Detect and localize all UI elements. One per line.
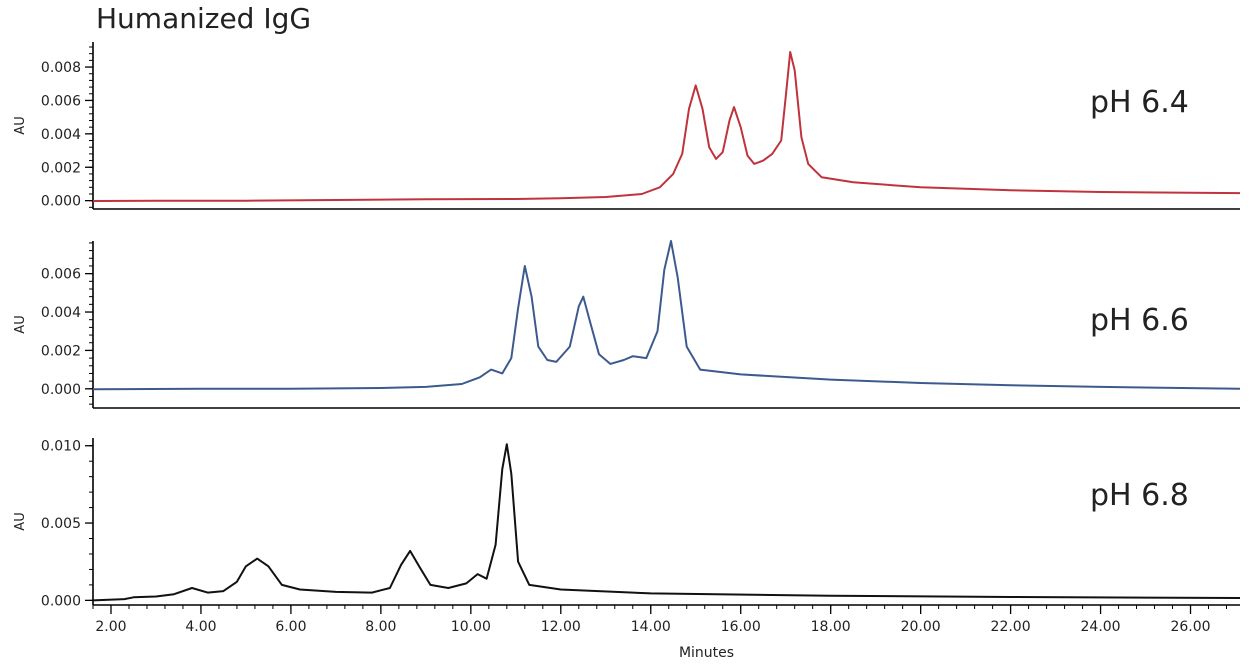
x-tick-label: 20.00	[901, 619, 941, 635]
x-tick-label: 16.00	[721, 619, 761, 635]
chart-title: Humanized IgG	[96, 2, 312, 35]
panel-1: 0.000 0.002 0.004 0.006 0.008 AU pH 6.4	[13, 42, 1241, 210]
y-tick-label: 0.002	[41, 343, 81, 359]
panel-label: pH 6.8	[1090, 478, 1189, 513]
y-tick-label: 0.000	[41, 194, 81, 210]
x-tick-label: 2.00	[95, 619, 126, 635]
x-tick-label: 10.00	[451, 619, 491, 635]
panel-label: pH 6.6	[1090, 303, 1189, 338]
series-line-2	[92, 240, 1241, 391]
y-tick-label: 0.000	[41, 593, 81, 609]
panel-2: 0.000 0.002 0.004 0.006 AU pH 6.6	[13, 240, 1241, 409]
y-tick-label: 0.004	[41, 127, 81, 143]
y-tick-label: 0.002	[41, 160, 81, 176]
y-axis-label: AU	[13, 116, 28, 134]
x-axis: 2.00 4.00 6.00 8.00 10.00 12.00 14.00 16.00 18.0…	[92, 605, 1228, 661]
y-axis-label: AU	[13, 315, 28, 333]
y-tick-label: 0.006	[41, 267, 81, 283]
x-tick-label: 8.00	[365, 619, 396, 635]
x-tick-label: 24.00	[1081, 619, 1121, 635]
x-tick-label: 18.00	[811, 619, 851, 635]
y-tick-label: 0.010	[41, 439, 81, 455]
x-tick-label: 4.00	[185, 619, 216, 635]
panel-label: pH 6.4	[1090, 85, 1189, 120]
x-axis-label: Minutes	[679, 645, 734, 661]
y-tick-label: 0.005	[41, 516, 81, 532]
y-axis-label: AU	[13, 512, 28, 530]
series-line-1	[92, 51, 1241, 202]
x-tick-label: 6.00	[275, 619, 306, 635]
x-tick-label: 12.00	[541, 619, 581, 635]
panel-3: 0.000 0.005 0.010 AU pH 6.8	[13, 438, 1241, 609]
x-tick-label: 22.00	[991, 619, 1031, 635]
y-tick-label: 0.000	[41, 382, 81, 398]
x-tick-label: 14.00	[631, 619, 671, 635]
y-tick-label: 0.008	[41, 60, 81, 76]
y-tick-label: 0.006	[41, 93, 81, 109]
y-tick-label: 0.004	[41, 305, 81, 321]
x-tick-label: 26.00	[1170, 619, 1210, 635]
series-line-3	[92, 443, 1241, 602]
